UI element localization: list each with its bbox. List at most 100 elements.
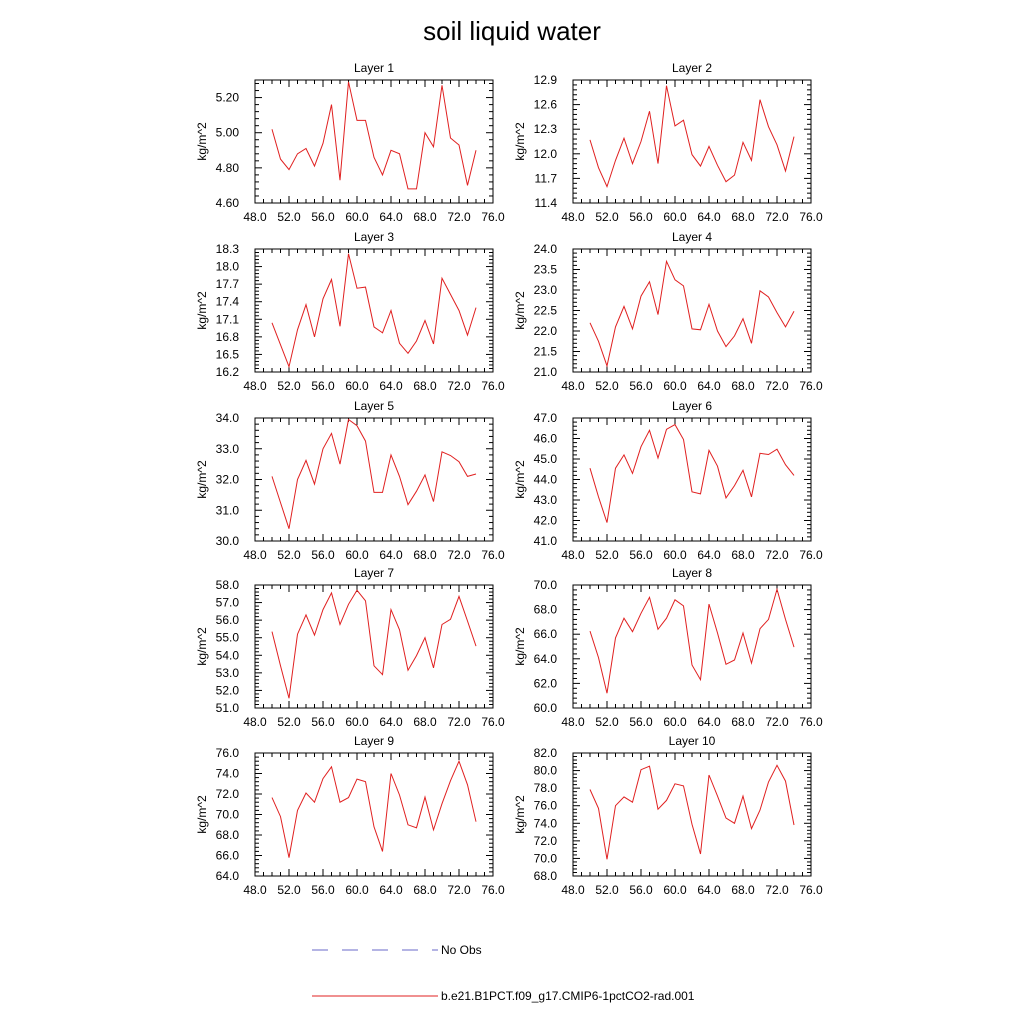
- x-tick-label: 52.0: [595, 210, 619, 224]
- x-tick-label: 56.0: [629, 379, 653, 393]
- x-tick-label: 64.0: [379, 210, 403, 224]
- y-tick-label: 16.8: [216, 330, 240, 344]
- x-tick-label: 52.0: [277, 210, 301, 224]
- y-tick-label: 78.0: [534, 781, 558, 795]
- x-tick-label: 64.0: [697, 548, 721, 562]
- y-tick-label: 74.0: [216, 767, 240, 781]
- y-tick-label: 23.5: [534, 263, 558, 277]
- panel-9: Layer 9 48.0 52.0 56.0 60.0 64.0 68.0 72.0 76.0 6…: [195, 734, 505, 897]
- y-tick-label: 41.0: [534, 534, 558, 548]
- y-tick-label: 18.0: [216, 260, 240, 274]
- y-tick-label: 16.2: [216, 365, 240, 379]
- y-tick-label: 12.6: [534, 98, 558, 112]
- x-tick-label: 48.0: [561, 548, 585, 562]
- x-tick-label: 72.0: [765, 379, 789, 393]
- panel-title: Layer 1: [354, 61, 394, 75]
- series-line: [271, 589, 477, 699]
- x-tick-label: 56.0: [629, 210, 653, 224]
- x-tick-label: 72.0: [447, 883, 471, 897]
- y-axis-label: kg/m^2: [513, 122, 527, 161]
- y-axis-label: kg/m^2: [195, 291, 209, 330]
- panel-2: Layer 2 48.0 52.0 56.0 60.0 64.0 68.0 72.0 76.0 1…: [513, 61, 823, 224]
- x-tick-label: 60.0: [345, 548, 369, 562]
- x-tick-label: 64.0: [697, 379, 721, 393]
- panel-8: Layer 8 48.0 52.0 56.0 60.0 64.0 68.0 72.0 76.0 6…: [513, 566, 823, 729]
- y-tick-label: 60.0: [534, 701, 558, 715]
- x-tick-label: 76.0: [481, 548, 505, 562]
- y-tick-label: 64.0: [534, 652, 558, 666]
- plot-frame: [254, 248, 494, 373]
- y-tick-label: 70.0: [216, 808, 240, 822]
- y-tick-label: 33.0: [216, 442, 240, 456]
- y-tick-label: 52.0: [216, 683, 240, 697]
- x-tick-label: 56.0: [311, 548, 335, 562]
- y-tick-label: 74.0: [534, 816, 558, 830]
- panel-10: Layer 10 48.0 52.0 56.0 60.0 64.0 68.0 72.0 76.0…: [513, 734, 823, 897]
- y-tick-label: 24.0: [534, 242, 558, 256]
- x-tick-label: 56.0: [629, 715, 653, 729]
- x-tick-label: 72.0: [765, 548, 789, 562]
- x-tick-label: 72.0: [765, 883, 789, 897]
- legend-label-model: b.e21.B1PCT.f09_g17.CMIP6-1pctCO2-rad.00…: [441, 989, 695, 1003]
- x-tick-label: 76.0: [799, 210, 823, 224]
- x-tick-label: 52.0: [595, 379, 619, 393]
- y-axis-label: kg/m^2: [513, 291, 527, 330]
- x-tick-label: 48.0: [243, 548, 267, 562]
- x-tick-label: 56.0: [311, 883, 335, 897]
- x-tick-label: 56.0: [311, 379, 335, 393]
- x-tick-label: 76.0: [799, 715, 823, 729]
- x-tick-label: 60.0: [663, 715, 687, 729]
- y-axis-label: kg/m^2: [513, 627, 527, 666]
- y-tick-label: 58.0: [216, 578, 240, 592]
- x-tick-label: 68.0: [731, 715, 755, 729]
- y-tick-label: 5.20: [216, 91, 240, 105]
- x-tick-label: 56.0: [311, 715, 335, 729]
- series-line: [271, 253, 477, 369]
- x-tick-label: 60.0: [345, 210, 369, 224]
- panel-title: Layer 5: [354, 399, 394, 413]
- panel-7: Layer 7 48.0 52.0 56.0 60.0 64.0 68.0 72.0 76.0 5…: [195, 566, 505, 729]
- x-tick-label: 68.0: [413, 210, 437, 224]
- x-tick-label: 48.0: [561, 379, 585, 393]
- x-tick-label: 68.0: [413, 379, 437, 393]
- x-tick-label: 48.0: [243, 883, 267, 897]
- x-tick-label: 56.0: [311, 210, 335, 224]
- panels: Layer 1 48.0 52.0 56.0 60.0 64.0 68.0 72.0 76.0 4…: [195, 61, 823, 897]
- x-tick-label: 72.0: [447, 379, 471, 393]
- x-tick-label: 64.0: [697, 210, 721, 224]
- x-tick-label: 60.0: [663, 210, 687, 224]
- y-tick-label: 12.9: [534, 73, 558, 87]
- x-tick-label: 76.0: [799, 883, 823, 897]
- y-tick-label: 54.0: [216, 648, 240, 662]
- y-tick-label: 22.0: [534, 324, 558, 338]
- y-tick-label: 76.0: [534, 799, 558, 813]
- series-line: [271, 418, 477, 529]
- x-tick-label: 56.0: [629, 548, 653, 562]
- panel-title: Layer 10: [669, 734, 716, 748]
- y-tick-label: 68.0: [534, 603, 558, 617]
- y-tick-label: 21.5: [534, 345, 558, 359]
- x-tick-label: 76.0: [481, 883, 505, 897]
- x-tick-label: 72.0: [447, 715, 471, 729]
- y-axis-label: kg/m^2: [513, 460, 527, 499]
- x-tick-label: 64.0: [379, 883, 403, 897]
- y-tick-label: 68.0: [534, 869, 558, 883]
- y-axis-label: kg/m^2: [195, 795, 209, 834]
- x-tick-label: 52.0: [595, 715, 619, 729]
- x-tick-label: 64.0: [379, 715, 403, 729]
- x-tick-label: 52.0: [277, 883, 301, 897]
- y-tick-label: 30.0: [216, 534, 240, 548]
- y-tick-label: 22.5: [534, 304, 558, 318]
- x-tick-label: 60.0: [345, 379, 369, 393]
- y-tick-label: 82.0: [534, 746, 558, 760]
- x-tick-label: 76.0: [481, 379, 505, 393]
- y-tick-label: 16.5: [216, 347, 240, 361]
- y-tick-label: 5.00: [216, 126, 240, 140]
- panel-title: Layer 6: [672, 399, 712, 413]
- panel-title: Layer 7: [354, 566, 394, 580]
- plot-frame: [254, 752, 494, 877]
- panel-3: Layer 3 48.0 52.0 56.0 60.0 64.0 68.0 72.0 76.0 1…: [195, 230, 505, 393]
- x-tick-label: 60.0: [345, 715, 369, 729]
- x-tick-label: 60.0: [663, 883, 687, 897]
- y-tick-label: 4.80: [216, 161, 240, 175]
